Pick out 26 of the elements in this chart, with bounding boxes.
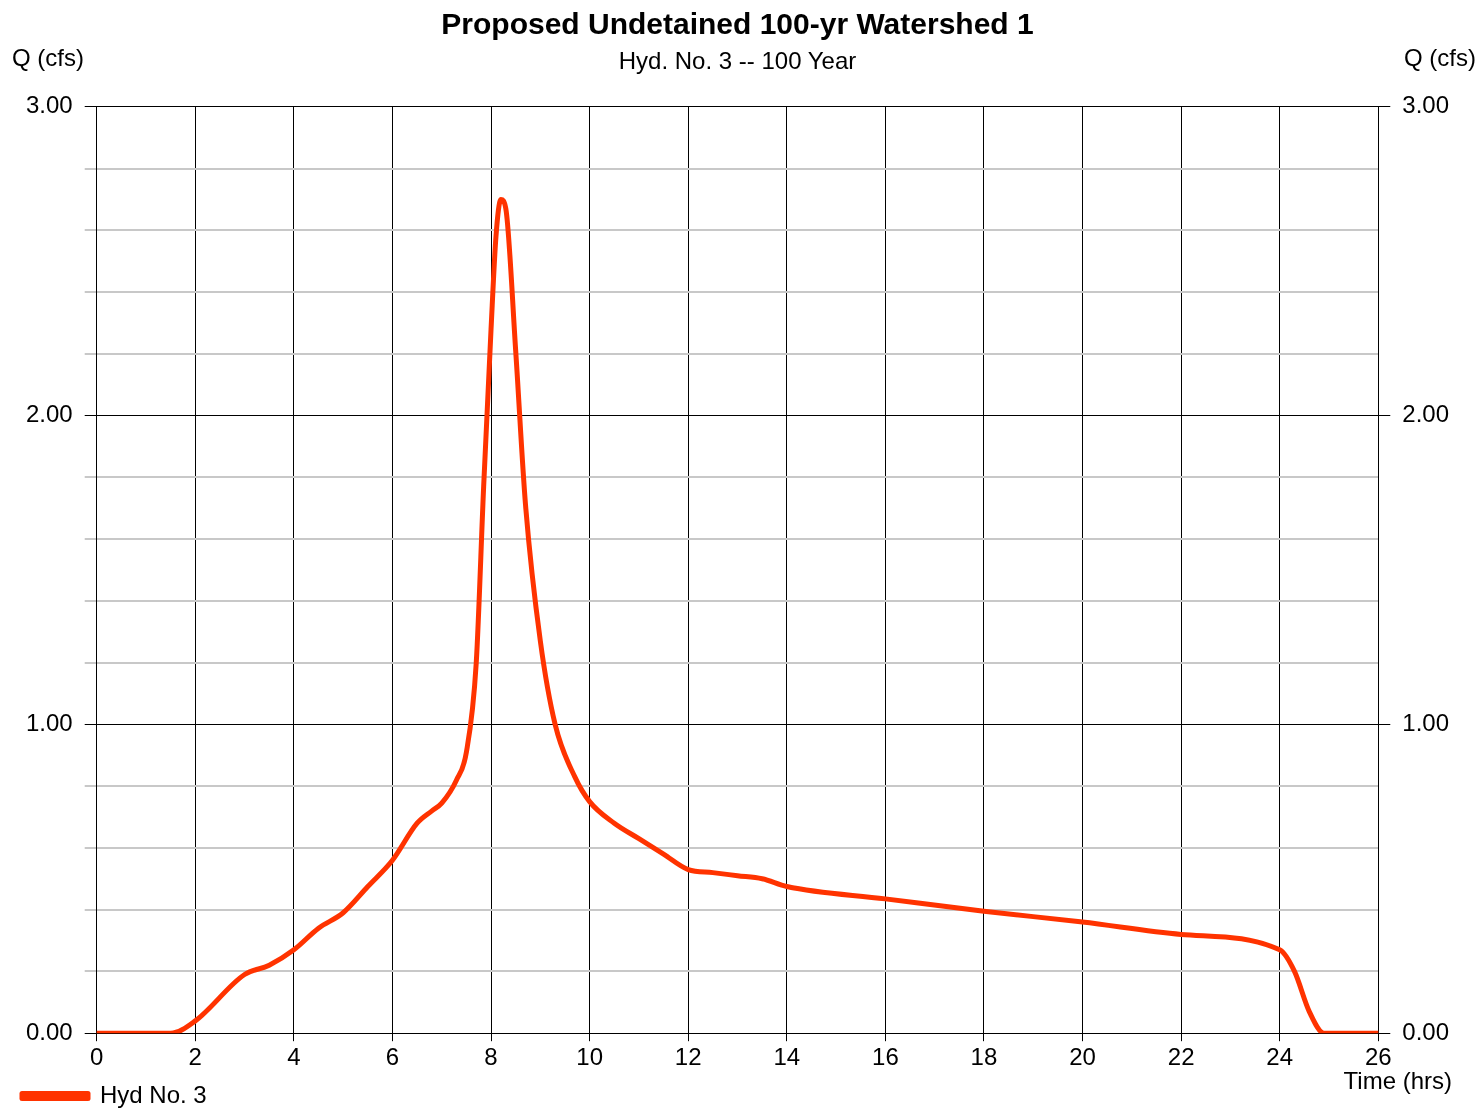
y2-axis-title: Q (cfs): [1404, 44, 1476, 71]
x-tick-label: 8: [484, 1043, 498, 1071]
chart-subtitle: Hyd. No. 3 -- 100 Year: [618, 47, 857, 75]
x-tick-label: 4: [287, 1043, 301, 1071]
x-tick-label: 24: [1266, 1043, 1294, 1071]
y-tick-label: 0.00: [25, 1017, 73, 1045]
x-tick-label: 2: [188, 1043, 202, 1071]
legend-label: Hyd No. 3: [100, 1080, 207, 1108]
x-tick-label: 18: [970, 1043, 998, 1071]
y-tick-label: 1.00: [25, 709, 73, 737]
x-tick-label: 10: [576, 1043, 603, 1071]
x-tick-label: 6: [385, 1043, 400, 1071]
chart-title: Proposed Undetained 100-yr Watershed 1: [441, 7, 1034, 41]
x-tick-label: 22: [1167, 1043, 1195, 1071]
x-tick-label: 12: [674, 1043, 702, 1071]
y2-tick-label: 3.00: [1402, 91, 1450, 119]
y-tick-label: 3.00: [25, 91, 73, 119]
y2-tick-label: 0.00: [1402, 1017, 1450, 1045]
y2-tick-label: 2.00: [1402, 400, 1450, 428]
x-tick-label: 0: [90, 1043, 104, 1071]
y-tick-label: 2.00: [25, 400, 73, 428]
x-tick-label: 16: [872, 1043, 899, 1071]
x-tick-label: 14: [773, 1043, 801, 1071]
x-tick-label: 20: [1069, 1043, 1096, 1071]
y2-tick-label: 1.00: [1402, 709, 1450, 737]
y-axis-title: Q (cfs): [12, 44, 84, 71]
